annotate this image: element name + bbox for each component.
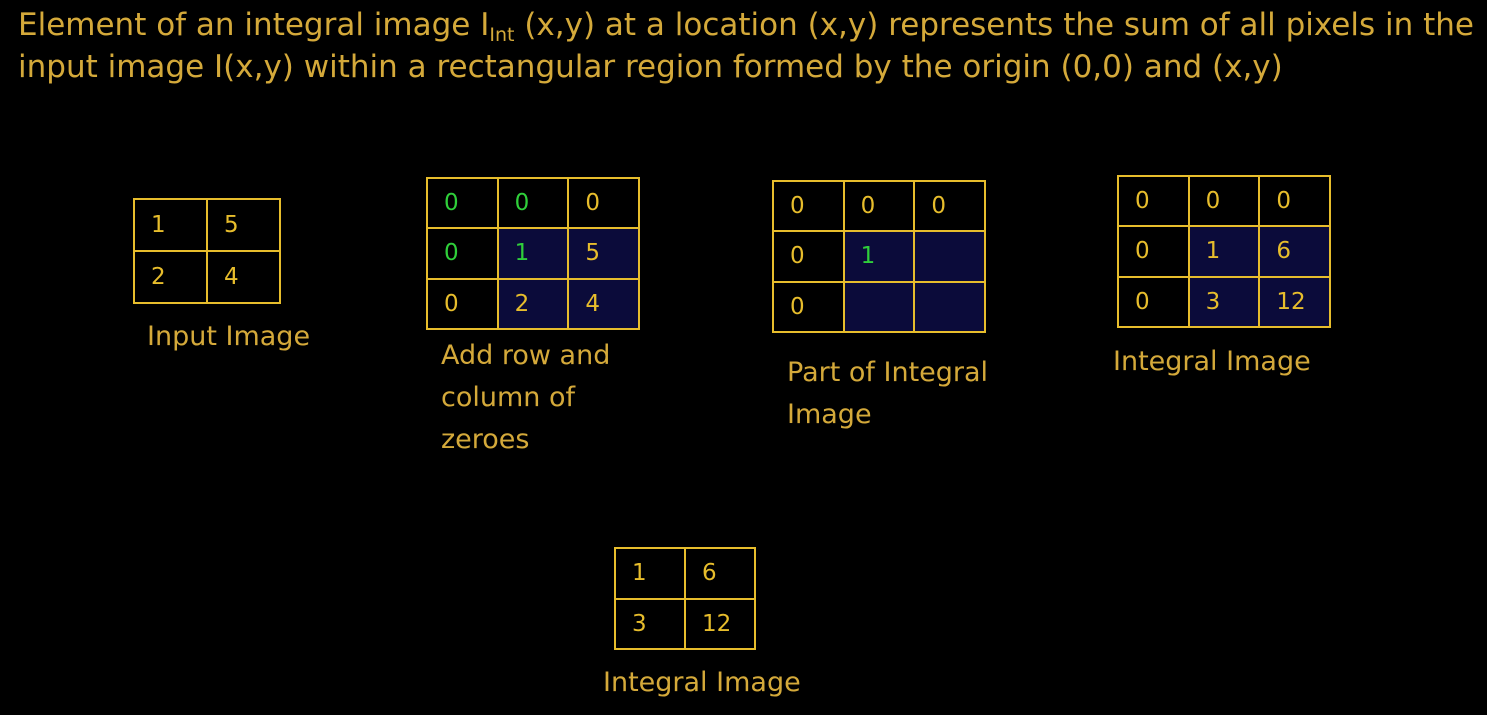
grid-cell: 12 [684, 597, 756, 650]
slide-heading: Element of an integral image IInt (x,y) … [18, 4, 1478, 88]
grid-cell: 6 [684, 547, 756, 600]
grid-cell: 0 [1187, 174, 1261, 228]
grid-cell: 1 [842, 230, 916, 283]
grid-cell: 1 [133, 198, 208, 252]
grid-cell: 2 [496, 277, 570, 331]
grid-cell [913, 230, 986, 283]
final-integral-grid: 1 6 3 12 [614, 547, 756, 650]
grid-cell [913, 280, 986, 334]
input-image-caption: Input Image [147, 321, 311, 352]
grid-cell: 3 [614, 597, 686, 650]
heading-text-end: (x,y) at a location (x,y) represents the… [18, 7, 1474, 85]
heading-subscript: Int [489, 24, 515, 46]
grid-cell: 0 [1258, 174, 1331, 228]
grid-cell: 0 [772, 179, 845, 233]
grid-cell: 0 [496, 176, 570, 230]
grid-cell: 0 [426, 277, 499, 331]
grid-cell: 0 [772, 280, 845, 334]
grid-cell: 1 [496, 227, 570, 280]
grid-row: 0 [772, 280, 986, 334]
grid-cell [842, 280, 916, 334]
grid-cell: 0 [426, 176, 499, 230]
grid-cell: 4 [567, 277, 640, 331]
grid-cell: 12 [1258, 275, 1331, 329]
grid-row: 0 3 12 [1117, 275, 1331, 329]
integral-image-caption: Integral Image [1113, 346, 1311, 377]
grid-cell: 0 [1117, 275, 1190, 329]
grid-cell: 4 [206, 250, 281, 304]
grid-cell: 0 [842, 179, 916, 233]
grid-cell: 3 [1187, 275, 1261, 329]
grid-row: 3 12 [614, 597, 756, 650]
grid-cell: 1 [1187, 225, 1261, 278]
grid-cell: 0 [567, 176, 640, 230]
grid-cell: 2 [133, 250, 208, 304]
grid-cell: 6 [1258, 225, 1331, 278]
grid-cell: 0 [1117, 174, 1190, 228]
grid-cell: 5 [567, 227, 640, 280]
partial-integral-caption: Part of Integral Image [787, 357, 989, 430]
integral-image-grid: 0 0 0 0 1 6 0 3 12 [1117, 174, 1331, 329]
grid-cell: 5 [206, 198, 281, 252]
grid-cell: 0 [772, 230, 845, 283]
grid-cell: 0 [913, 179, 986, 233]
grid-cell: 0 [426, 227, 499, 280]
heading-text-start: Element of an integral image I [18, 7, 490, 43]
grid-cell: 1 [614, 547, 686, 600]
grid-cell: 0 [1117, 225, 1190, 278]
final-integral-caption: Integral Image [603, 667, 801, 698]
padded-image-caption: Add row and column of zeroes [441, 340, 611, 455]
